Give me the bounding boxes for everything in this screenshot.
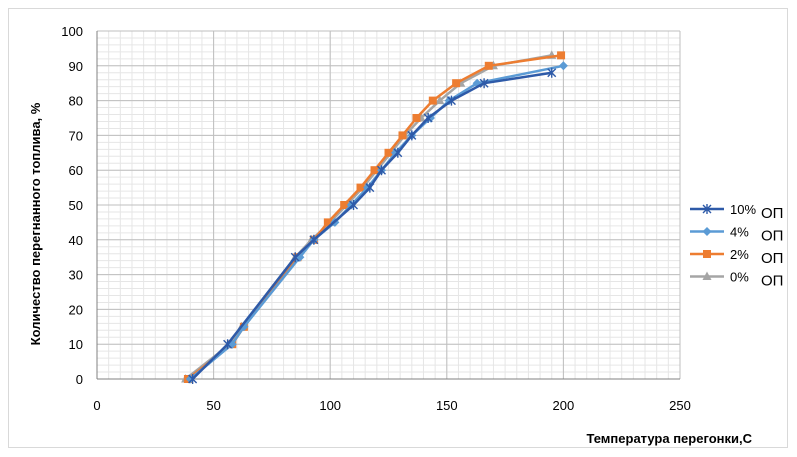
data-point [435,95,445,105]
legend-swatch-marker [703,250,711,258]
y-axis-title: Количество перегнанного топлива, % [28,102,43,345]
legend-swatch-marker [702,271,712,280]
data-point [309,234,319,245]
data-point [412,114,421,122]
y-tick-label: 80 [69,94,83,109]
data-point [407,130,417,141]
data-point [349,200,359,210]
x-tick-label: 250 [669,398,691,413]
chart-frame [8,8,788,448]
legend-swatch-marker [702,227,712,236]
data-point [377,165,386,176]
data-point [393,147,403,158]
data-point [188,374,198,384]
grid [96,30,681,380]
x-axis-title: Температура перегонки,С [586,431,752,446]
legend-label-suffix: ОП [761,250,783,267]
data-point [446,95,456,106]
data-point [223,339,233,350]
data-point [558,61,568,71]
x-tick-label: 50 [206,398,220,413]
series-layer [181,50,568,384]
y-tick-label: 10 [69,337,83,352]
legend-label-suffix: ОП [761,228,783,245]
legend-entry: 0% ОП [690,270,783,290]
legend-entry: 10% ОП [690,202,783,222]
data-point [290,252,300,263]
y-tick-label: 30 [69,268,83,283]
x-tick-label: 200 [553,398,575,413]
data-point [340,201,349,209]
data-point [428,96,437,105]
data-point [423,113,433,123]
data-point [547,67,557,78]
data-point [370,166,379,175]
y-tick-label: 40 [69,233,83,248]
x-tick-label: 0 [93,398,100,413]
legend-swatch-marker [702,204,712,214]
legend-label: 2% [730,247,749,262]
series-0 [188,67,557,384]
y-tick-label: 90 [69,59,83,74]
legend: 10% ОП 4% ОП 2% ОП 0% ОП [690,202,783,290]
y-tick-label: 20 [69,302,83,317]
y-tick-label: 0 [76,372,83,387]
legend-label: 10% [730,202,756,217]
legend-label-suffix: ОП [761,273,783,290]
data-point [557,51,566,60]
legend-label: 4% [730,225,749,240]
y-tick-label: 60 [69,163,83,178]
y-tick-label: 70 [69,128,83,143]
data-point [452,79,461,88]
y-tick-label: 100 [61,24,83,39]
series-2 [183,51,566,383]
data-point [323,218,332,227]
x-tick-label: 100 [319,398,341,413]
data-point [356,183,365,192]
y-tick-label: 50 [69,198,83,213]
legend-entry: 4% ОП [690,225,783,245]
data-point [479,78,489,89]
data-point [384,148,393,157]
legend-entry: 2% ОП [690,247,783,267]
legend-label: 0% [730,270,749,285]
data-point [484,61,493,70]
data-point [398,131,407,140]
x-tick-label: 150 [436,398,458,413]
legend-label-suffix: ОП [761,205,783,222]
data-point [365,182,375,193]
